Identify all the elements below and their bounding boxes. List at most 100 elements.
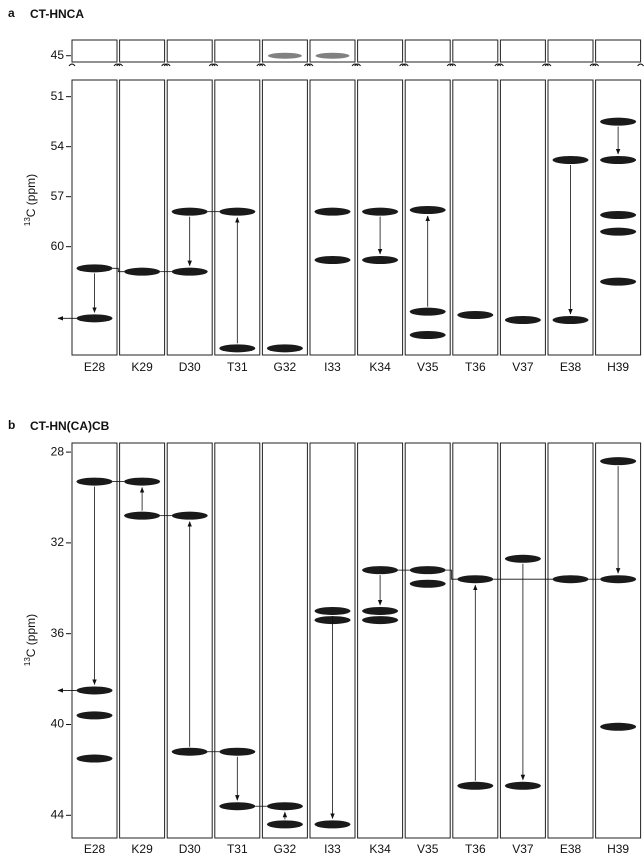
break-mark — [592, 63, 644, 67]
peak — [76, 686, 113, 695]
peak — [552, 316, 589, 324]
y-tick-label: 60 — [51, 239, 65, 253]
peak — [457, 311, 494, 319]
peak — [362, 606, 399, 615]
peak — [266, 802, 303, 811]
strip — [71, 442, 118, 839]
strip-label: V37 — [512, 360, 534, 374]
peak — [362, 207, 399, 216]
peak — [171, 511, 208, 520]
strip-label: V35 — [417, 360, 439, 374]
strip-break — [261, 39, 308, 63]
break-mark — [497, 63, 549, 67]
strip-break — [166, 39, 213, 63]
peak — [76, 711, 113, 720]
peak — [504, 781, 541, 790]
strip-break — [119, 39, 166, 63]
strip — [595, 79, 642, 356]
panel-letter: b — [8, 418, 15, 432]
peak — [600, 277, 637, 286]
strip — [404, 79, 451, 356]
peak — [171, 267, 208, 276]
y-label-text: C (ppm) — [24, 614, 38, 657]
peak — [409, 566, 446, 575]
y-tick-label: 32 — [51, 535, 65, 549]
strip — [214, 442, 261, 839]
strip-label: E38 — [560, 360, 582, 374]
strip — [119, 442, 166, 839]
strip-label: E38 — [560, 842, 582, 856]
strip — [309, 79, 356, 356]
strip-break — [357, 39, 404, 63]
strip — [547, 79, 594, 356]
y-tick-label: 28 — [51, 444, 65, 458]
strip-label: K29 — [131, 842, 153, 856]
strip-break — [214, 39, 261, 63]
strip — [119, 79, 166, 356]
strip — [499, 442, 546, 839]
peak — [76, 264, 113, 273]
y-axis-label: 13C (ppm) — [23, 174, 38, 226]
peak — [600, 117, 637, 126]
strip-label: I33 — [324, 842, 341, 856]
peak — [219, 747, 256, 756]
peak — [409, 331, 446, 339]
strip-label: K34 — [369, 842, 391, 856]
y-tick-label: 57 — [51, 189, 65, 203]
peak — [362, 616, 399, 625]
peak — [266, 820, 303, 829]
strip — [166, 79, 213, 356]
y-tick-label: 36 — [51, 626, 65, 640]
strip-label: G32 — [274, 842, 297, 856]
break-mark — [544, 63, 597, 67]
y-tick-label: 44 — [51, 807, 65, 821]
peak — [219, 802, 256, 811]
strip — [214, 79, 261, 356]
strip — [452, 79, 499, 356]
peak — [600, 457, 637, 466]
peak — [457, 781, 494, 790]
peak — [600, 156, 637, 164]
strip — [357, 442, 404, 839]
strip-label: H39 — [607, 360, 629, 374]
break-mark — [116, 63, 168, 67]
strip-break — [595, 39, 642, 63]
strip-label: V37 — [512, 842, 534, 856]
peak — [124, 511, 161, 520]
strip — [452, 442, 499, 839]
strip-label: T31 — [227, 360, 248, 374]
peak — [504, 316, 541, 324]
strip — [595, 442, 642, 839]
strip-label: T31 — [227, 842, 248, 856]
peak — [124, 477, 161, 486]
strip-label: G32 — [274, 360, 297, 374]
connector — [112, 267, 125, 273]
strip-break — [499, 39, 546, 63]
y-tick-label: 40 — [51, 717, 65, 731]
peak — [504, 554, 541, 563]
peak — [409, 307, 446, 316]
peak — [314, 606, 351, 615]
panel-title: CT-HN(CA)CB — [30, 419, 110, 433]
peak — [552, 575, 589, 584]
strip — [261, 79, 308, 356]
strip — [309, 442, 356, 839]
break-mark — [401, 63, 454, 67]
strip-break — [309, 39, 356, 63]
peak — [314, 820, 351, 829]
y-label-sup: 13 — [23, 657, 32, 666]
strip-label: K34 — [369, 360, 391, 374]
strip-label: T36 — [465, 842, 486, 856]
connector — [445, 569, 458, 580]
peak — [600, 211, 637, 219]
y-tick-label: 51 — [51, 89, 65, 103]
y-tick-label: 45 — [51, 48, 65, 62]
strip-break — [71, 39, 118, 63]
strip-break — [452, 39, 499, 63]
peak — [409, 579, 446, 588]
break-mark — [259, 63, 311, 67]
peak — [124, 267, 161, 276]
peak — [219, 207, 256, 216]
strip — [499, 79, 546, 356]
y-label-sup: 13 — [23, 217, 32, 226]
